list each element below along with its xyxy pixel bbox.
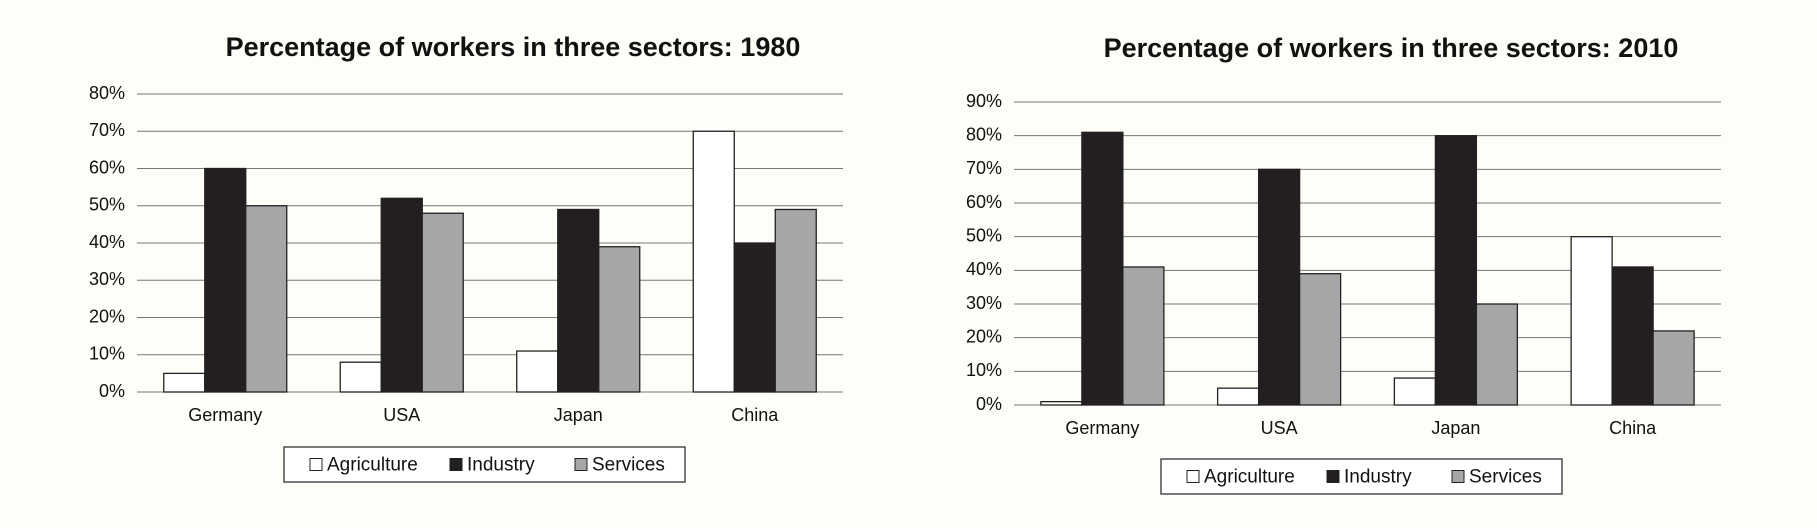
bar <box>245 205 288 393</box>
legend-label: Services <box>592 455 665 476</box>
bar <box>204 167 247 393</box>
bar <box>598 246 641 393</box>
y-tick-label: 60% <box>89 157 125 177</box>
y-tick-label: 60% <box>966 192 1002 212</box>
legend-box <box>1160 458 1563 495</box>
chart-title: Percentage of workers in three sectors: … <box>1104 33 1679 63</box>
legend-label: Industry <box>1344 467 1412 488</box>
y-tick-label: 30% <box>966 293 1002 313</box>
y-tick-label: 40% <box>966 259 1002 279</box>
bar <box>557 208 600 393</box>
bar <box>1122 266 1165 406</box>
bar <box>1434 135 1478 406</box>
bar <box>516 350 559 393</box>
y-tick-label: 70% <box>966 158 1002 178</box>
bar <box>339 361 382 393</box>
x-tick-label: Germany <box>188 405 262 425</box>
bar <box>1393 377 1437 406</box>
legend-swatch <box>574 458 588 471</box>
y-tick-label: 0% <box>976 394 1002 414</box>
y-tick-label: 20% <box>89 306 125 326</box>
y-tick-label: 30% <box>89 269 125 289</box>
legend-swatch <box>309 458 323 471</box>
bar <box>1570 236 1613 406</box>
y-tick-label: 10% <box>966 360 1002 380</box>
x-tick-label: Japan <box>1431 418 1480 438</box>
x-tick-label: China <box>1609 418 1657 438</box>
bar <box>380 197 423 393</box>
y-tick-label: 80% <box>89 83 125 103</box>
bar <box>692 130 735 393</box>
y-tick-label: 80% <box>966 124 1002 144</box>
legend-swatch <box>449 458 463 471</box>
bar <box>1216 387 1260 406</box>
chart: Percentage of workers in three sectors: … <box>966 33 1721 495</box>
bar <box>421 212 464 393</box>
y-tick-label: 10% <box>89 344 125 364</box>
y-tick-label: 20% <box>966 326 1002 346</box>
bar <box>1652 330 1695 406</box>
y-tick-label: 50% <box>966 225 1002 245</box>
chart: Percentage of workers in three sectors: … <box>89 32 843 483</box>
legend-label: Agriculture <box>1204 467 1295 488</box>
y-tick-label: 0% <box>99 381 125 401</box>
y-tick-label: 40% <box>89 232 125 252</box>
bar <box>1081 131 1124 406</box>
bar <box>1611 266 1654 406</box>
x-tick-label: Germany <box>1065 418 1139 438</box>
legend-label: Industry <box>467 455 535 476</box>
y-tick-label: 50% <box>89 195 125 215</box>
legend-box <box>283 446 686 483</box>
x-tick-label: USA <box>1261 418 1298 438</box>
bar <box>1040 400 1083 406</box>
legend-swatch <box>1326 470 1340 483</box>
chart-title: Percentage of workers in three sectors: … <box>226 32 801 62</box>
x-tick-label: USA <box>383 405 420 425</box>
legend-swatch <box>1451 470 1465 483</box>
legend-swatch <box>1186 470 1200 483</box>
x-tick-label: Japan <box>554 405 603 425</box>
bar <box>774 208 817 393</box>
bar <box>1475 303 1519 406</box>
y-tick-label: 70% <box>89 120 125 140</box>
bar <box>1298 273 1342 406</box>
bar <box>1257 168 1301 406</box>
legend-label: Services <box>1469 467 1542 488</box>
legend-label: Agriculture <box>327 455 418 476</box>
y-tick-label: 90% <box>966 91 1002 111</box>
bar <box>163 372 206 393</box>
x-tick-label: China <box>731 405 779 425</box>
bar <box>733 242 776 393</box>
